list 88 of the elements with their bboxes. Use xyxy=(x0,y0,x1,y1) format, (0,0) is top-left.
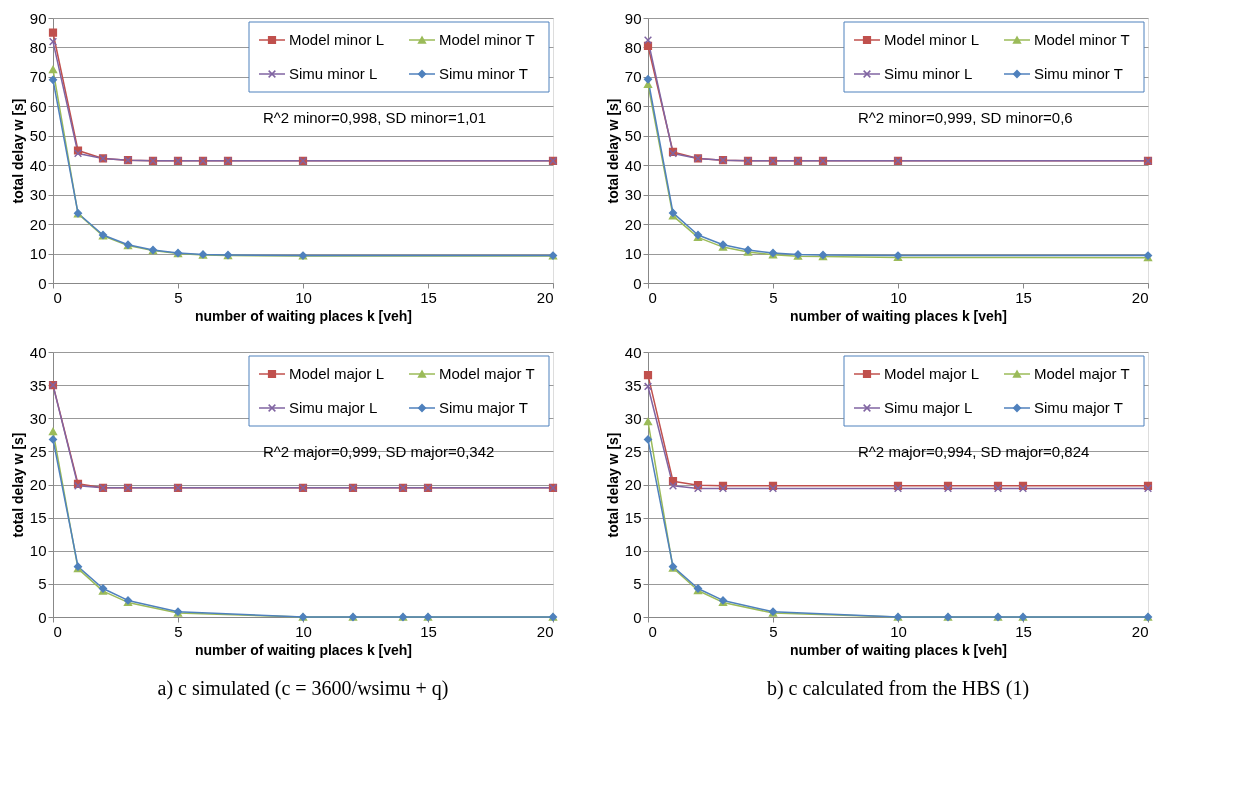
legend-label: Model minor T xyxy=(1034,31,1130,48)
x-tick-label: 10 xyxy=(890,622,907,640)
x-tick-label: 0 xyxy=(53,288,62,306)
y-tick-label: 10 xyxy=(624,245,642,263)
legend-label: Simu minor L xyxy=(289,65,378,82)
x-tick-label: 15 xyxy=(420,622,437,640)
legend-label: Model major T xyxy=(439,365,535,382)
y-tick-label: 40 xyxy=(624,343,642,361)
x-axis-title: number of waiting places k [veh] xyxy=(194,307,413,324)
legend-label: Simu major L xyxy=(289,399,378,416)
legend-label: Simu minor T xyxy=(1034,65,1123,82)
y-tick-label: 30 xyxy=(624,186,642,204)
x-tick-label: 0 xyxy=(648,288,657,306)
y-tick-label: 20 xyxy=(624,476,642,493)
y-tick-label: 50 xyxy=(29,127,47,145)
x-tick-label: 10 xyxy=(295,288,312,306)
x-tick-label: 5 xyxy=(174,622,183,640)
y-tick-label: 90 xyxy=(624,9,642,27)
x-tick-label: 10 xyxy=(295,622,312,640)
legend-label: Model major T xyxy=(1034,365,1130,382)
x-tick-label: 15 xyxy=(1015,288,1032,306)
y-tick-label: 20 xyxy=(624,215,642,233)
y-tick-label: 35 xyxy=(624,376,642,394)
x-axis-title: number of waiting places k [veh] xyxy=(789,641,1008,658)
x-tick-label: 0 xyxy=(53,622,62,640)
text: b) c calculated from the HBS (1) xyxy=(766,677,1030,700)
annotation: R^2 major=0,999, SD major=0,342 xyxy=(263,443,495,460)
y-tick-label: 80 xyxy=(624,38,642,56)
y-tick-label: 0 xyxy=(633,274,642,292)
y-tick-label: 0 xyxy=(633,608,642,626)
y-tick-label: 30 xyxy=(29,409,47,427)
legend-label: Simu minor L xyxy=(884,65,973,82)
y-tick-label: 70 xyxy=(29,68,47,86)
y-tick-label: 40 xyxy=(29,343,47,361)
y-tick-label: 40 xyxy=(624,156,642,174)
annotation: R^2 minor=0,998, SD minor=1,01 xyxy=(263,109,486,126)
y-tick-label: 25 xyxy=(29,442,47,460)
y-tick-label: 90 xyxy=(29,9,47,27)
legend-label: Model minor L xyxy=(884,31,980,48)
x-tick-label: 5 xyxy=(769,288,778,306)
x-tick-label: 15 xyxy=(420,288,437,306)
y-axis-title: total delay w [s] xyxy=(604,432,621,538)
y-tick-label: 50 xyxy=(624,127,642,145)
y-tick-label: 20 xyxy=(29,476,47,493)
y-tick-label: 35 xyxy=(29,376,47,394)
x-tick-label: 5 xyxy=(174,288,183,306)
y-tick-label: 0 xyxy=(38,274,47,292)
y-tick-label: 25 xyxy=(624,442,642,460)
x-axis-title: number of waiting places k [veh] xyxy=(194,641,413,658)
legend-label: Simu major T xyxy=(439,399,528,416)
legend-label: Simu minor T xyxy=(439,65,528,82)
x-tick-label: 20 xyxy=(1131,622,1149,640)
legend-label: Simu major L xyxy=(884,399,973,416)
annotation: R^2 major=0,994, SD major=0,824 xyxy=(858,443,1090,460)
legend-label: Model minor T xyxy=(439,31,535,48)
y-tick-label: 80 xyxy=(29,38,47,56)
x-tick-label: 15 xyxy=(1015,622,1032,640)
y-tick-label: 10 xyxy=(29,542,47,560)
y-tick-label: 40 xyxy=(29,156,47,174)
y-tick-label: 10 xyxy=(29,245,47,263)
y-axis-title: total delay w [s] xyxy=(9,98,26,204)
y-tick-label: 15 xyxy=(624,509,642,527)
x-axis-title: number of waiting places k [veh] xyxy=(789,307,1008,324)
x-tick-label: 20 xyxy=(536,622,554,640)
x-tick-label: 20 xyxy=(536,288,554,306)
y-tick-label: 60 xyxy=(624,97,642,115)
y-tick-label: 15 xyxy=(29,509,47,527)
y-tick-label: 5 xyxy=(38,575,47,593)
annotation: R^2 minor=0,999, SD minor=0,6 xyxy=(858,109,1073,126)
y-tick-label: 10 xyxy=(624,542,642,560)
x-tick-label: 0 xyxy=(648,622,657,640)
text: a) c simulated (c = 3600/wsimu + q) xyxy=(157,677,449,700)
y-tick-label: 70 xyxy=(624,68,642,86)
y-tick-label: 5 xyxy=(633,575,642,593)
y-axis-title: total delay w [s] xyxy=(604,98,621,204)
y-tick-label: 60 xyxy=(29,97,47,115)
legend-label: Model minor L xyxy=(289,31,385,48)
y-tick-label: 0 xyxy=(38,608,47,626)
y-tick-label: 30 xyxy=(624,409,642,427)
y-tick-label: 20 xyxy=(29,215,47,233)
legend-label: Simu major T xyxy=(1034,399,1123,416)
y-axis-title: total delay w [s] xyxy=(9,432,26,538)
x-tick-label: 5 xyxy=(769,622,778,640)
legend-label: Model major L xyxy=(289,365,385,382)
legend-label: Model major L xyxy=(884,365,980,382)
y-tick-label: 30 xyxy=(29,186,47,204)
x-tick-label: 20 xyxy=(1131,288,1149,306)
x-tick-label: 10 xyxy=(890,288,907,306)
